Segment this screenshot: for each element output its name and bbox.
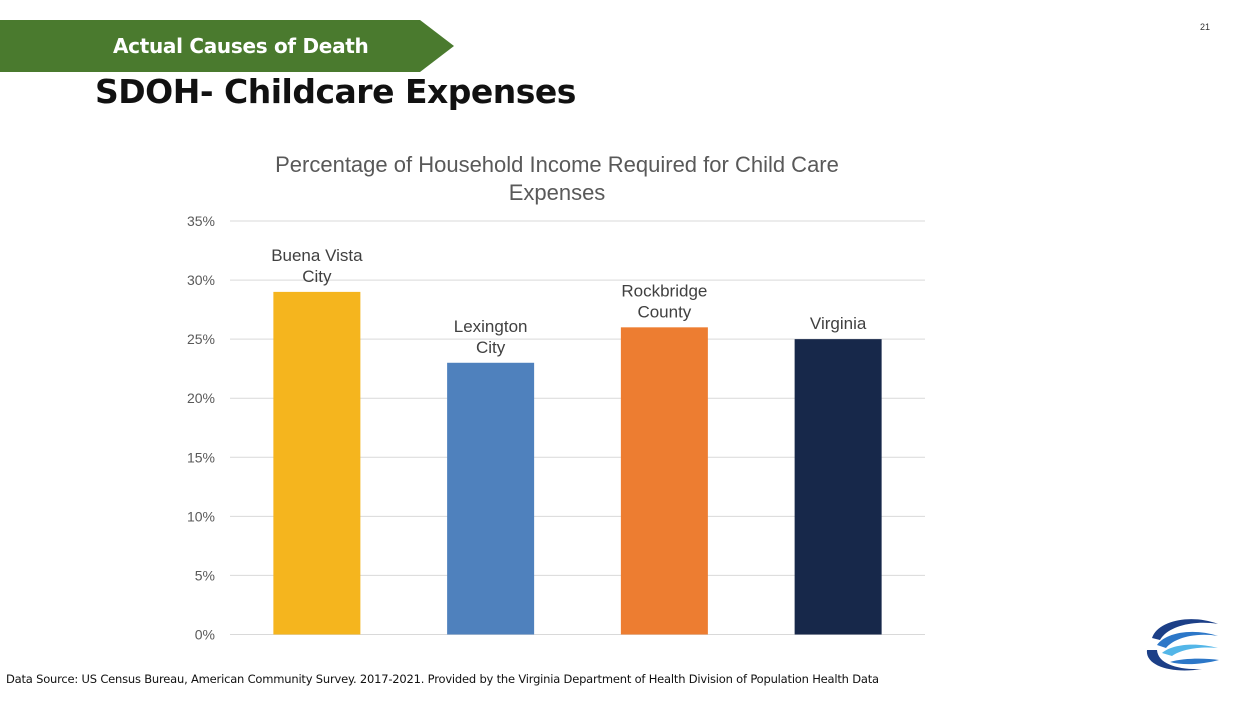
y-tick-label: 5% bbox=[195, 567, 215, 583]
chart-title: Percentage of Household Income Required … bbox=[275, 152, 839, 205]
chart-bars bbox=[273, 291, 882, 635]
data-source-note: Data Source: US Census Bureau, American … bbox=[6, 672, 879, 686]
bar-category-label: Virginia bbox=[810, 314, 867, 333]
bar-category-label: Lexington bbox=[454, 317, 528, 336]
bar bbox=[447, 362, 535, 635]
bar-category-label: City bbox=[302, 267, 332, 286]
category-labels: Buena Vista City Lexington City Rockbridge Co… bbox=[271, 246, 867, 357]
health-district-swoosh-logo-icon bbox=[1146, 619, 1219, 671]
bar-category-label: County bbox=[637, 302, 691, 321]
bar-category-label: City bbox=[476, 338, 506, 357]
y-axis-ticks: 0% 5% 10% 15% 20% 25% 30% 35% bbox=[187, 213, 215, 643]
section-label: Actual Causes of Death bbox=[113, 34, 369, 58]
section-banner: Actual Causes of Death bbox=[0, 20, 455, 72]
y-tick-label: 25% bbox=[187, 331, 215, 347]
y-tick-label: 35% bbox=[187, 213, 215, 229]
y-tick-label: 30% bbox=[187, 272, 215, 288]
page-title: SDOH- Childcare Expenses bbox=[95, 72, 576, 111]
chart-title-line: Expenses bbox=[509, 180, 606, 205]
y-tick-label: 15% bbox=[187, 449, 215, 465]
bar bbox=[794, 339, 882, 635]
bar bbox=[620, 327, 708, 635]
page-number: 21 bbox=[1200, 22, 1211, 32]
bar bbox=[273, 291, 361, 635]
bar-category-label: Buena Vista bbox=[271, 246, 363, 265]
y-tick-label: 10% bbox=[187, 508, 215, 524]
banner-arrow-shape bbox=[0, 20, 454, 72]
y-tick-label: 0% bbox=[195, 627, 215, 643]
y-tick-label: 20% bbox=[187, 390, 215, 406]
chart-title-line: Percentage of Household Income Required … bbox=[275, 152, 839, 177]
bar-category-label: Rockbridge bbox=[621, 281, 707, 300]
